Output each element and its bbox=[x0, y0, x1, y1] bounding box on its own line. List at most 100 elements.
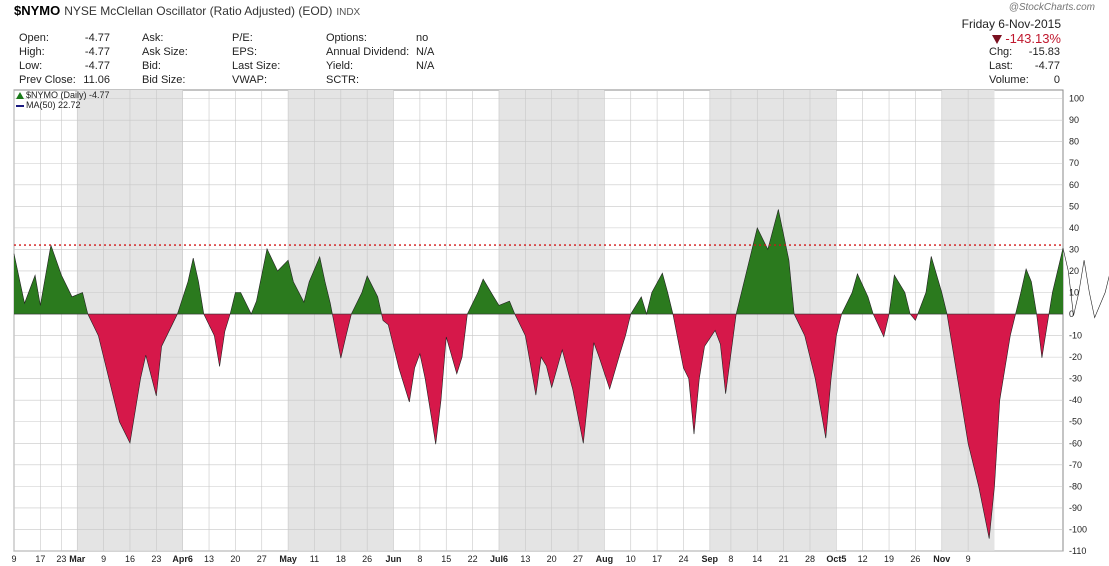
x-tick-label: 21 bbox=[779, 554, 789, 564]
dividend-value: N/A bbox=[416, 46, 435, 58]
prev-close-value: 11.06 bbox=[83, 74, 110, 86]
x-tick-label: Aug bbox=[596, 554, 614, 564]
y-tick-label: -60 bbox=[1069, 438, 1082, 448]
positive-area bbox=[14, 209, 1063, 315]
x-tick-label: Nov bbox=[933, 554, 950, 564]
chg-label: Chg: bbox=[989, 46, 1013, 58]
x-tick-label: 14 bbox=[752, 554, 762, 564]
x-tick-label: 17 bbox=[35, 554, 45, 564]
x-tick-label: Apr6 bbox=[172, 554, 193, 564]
quote-date: Friday 6-Nov-2015 bbox=[961, 17, 1061, 31]
symbol-label: $NYMO bbox=[14, 3, 61, 18]
down-arrow-icon bbox=[992, 35, 1003, 44]
y-tick-label: -80 bbox=[1069, 481, 1082, 491]
high-label: High: bbox=[19, 46, 45, 58]
sctr-label: SCTR: bbox=[326, 74, 359, 86]
legend-label-nymo: $NYMO (Daily) -4.77 bbox=[26, 90, 110, 100]
pe-label: P/E: bbox=[232, 32, 253, 44]
watermark: @StockCharts.com bbox=[1008, 2, 1095, 13]
volume-value: 0 bbox=[1053, 74, 1060, 86]
low-label: Low: bbox=[19, 60, 43, 72]
green-area-swatch-icon bbox=[16, 92, 24, 100]
exchange-label: INDX bbox=[336, 7, 361, 18]
x-tick-label: 13 bbox=[520, 554, 530, 564]
x-tick-label: 9 bbox=[11, 554, 16, 564]
x-tick-label: 26 bbox=[362, 554, 372, 564]
dividend-label: Annual Dividend: bbox=[326, 46, 410, 58]
month-shade bbox=[941, 90, 995, 551]
x-tick-label: 23 bbox=[151, 554, 161, 564]
low-value: -4.77 bbox=[84, 60, 110, 72]
line-swatch-icon bbox=[16, 104, 24, 107]
x-tick-label: 23 bbox=[56, 554, 66, 564]
y-tick-label: 90 bbox=[1069, 115, 1079, 125]
y-tick-label: 100 bbox=[1069, 94, 1084, 104]
y-tick-label: 30 bbox=[1069, 244, 1079, 254]
symbol-description: NYSE McClellan Oscillator (Ratio Adjuste… bbox=[64, 4, 333, 18]
y-tick-label: -100 bbox=[1069, 524, 1087, 534]
chg-value: -15.83 bbox=[1028, 46, 1060, 58]
volume-label: Volume: bbox=[989, 74, 1029, 86]
x-tick-label: 11 bbox=[310, 554, 319, 564]
high-value: -4.77 bbox=[84, 46, 110, 58]
x-tick-label: 8 bbox=[728, 554, 733, 564]
legend-label-ma: MA(50) 22.72 bbox=[26, 100, 81, 110]
y-tick-label: -50 bbox=[1069, 417, 1082, 427]
x-tick-label: 15 bbox=[441, 554, 451, 564]
yield-label: Yield: bbox=[326, 60, 354, 72]
y-tick-label: 80 bbox=[1069, 137, 1079, 147]
ask-label: Ask: bbox=[142, 32, 164, 44]
y-tick-label: 60 bbox=[1069, 180, 1079, 190]
x-tick-label: 24 bbox=[678, 554, 688, 564]
month-shade bbox=[288, 90, 394, 551]
y-tick-label: -30 bbox=[1069, 374, 1082, 384]
x-tick-label: Jul6 bbox=[490, 554, 508, 564]
x-tick-label: Mar bbox=[69, 554, 86, 564]
x-tick-label: 27 bbox=[573, 554, 583, 564]
x-tick-label: May bbox=[279, 554, 297, 564]
month-shade bbox=[77, 90, 183, 551]
y-tick-label: 10 bbox=[1069, 287, 1079, 297]
x-tick-label: 18 bbox=[336, 554, 346, 564]
open-value: -4.77 bbox=[84, 32, 110, 44]
last-size-label: Last Size: bbox=[232, 60, 281, 72]
month-shade bbox=[709, 90, 837, 551]
x-tick-label: 8 bbox=[417, 554, 422, 564]
x-tick-label: 17 bbox=[652, 554, 662, 564]
legend-item-ma: MA(50) 22.72 bbox=[16, 100, 110, 110]
x-tick-label: 10 bbox=[626, 554, 636, 564]
x-tick-label: 20 bbox=[547, 554, 557, 564]
y-tick-label: 20 bbox=[1069, 266, 1079, 276]
chart-title: $NYMO NYSE McClellan Oscillator (Ratio Ad… bbox=[14, 3, 360, 18]
y-tick-label: 50 bbox=[1069, 201, 1079, 211]
x-tick-label: 20 bbox=[230, 554, 240, 564]
x-tick-label: 12 bbox=[858, 554, 868, 564]
x-tick-label: Jun bbox=[386, 554, 402, 564]
y-tick-label: -90 bbox=[1069, 503, 1082, 513]
pct-change-value: -143.13% bbox=[1005, 31, 1061, 46]
y-tick-label: 40 bbox=[1069, 223, 1079, 233]
options-label: Options: bbox=[326, 32, 367, 44]
vwap-label: VWAP: bbox=[232, 74, 268, 86]
x-tick-label: Oct5 bbox=[826, 554, 846, 564]
yield-value: N/A bbox=[416, 60, 435, 72]
y-tick-label: -70 bbox=[1069, 460, 1082, 470]
nymo-line bbox=[13, 209, 1109, 539]
y-tick-label: -10 bbox=[1069, 331, 1082, 341]
ask-size-label: Ask Size: bbox=[142, 46, 188, 58]
x-tick-label: 19 bbox=[884, 554, 894, 564]
month-shade bbox=[498, 90, 605, 551]
x-tick-label: 16 bbox=[125, 554, 135, 564]
x-tick-label: 26 bbox=[910, 554, 920, 564]
last-label: Last: bbox=[989, 60, 1013, 72]
y-tick-label: -110 bbox=[1069, 546, 1086, 556]
x-tick-label: 13 bbox=[204, 554, 214, 564]
y-tick-label: -40 bbox=[1069, 395, 1082, 405]
eps-label: EPS: bbox=[232, 46, 258, 58]
prev-close-label: Prev Close: bbox=[19, 74, 76, 86]
last-value: -4.77 bbox=[1034, 60, 1060, 72]
y-tick-label: -20 bbox=[1069, 352, 1082, 362]
y-tick-label: 70 bbox=[1069, 158, 1079, 168]
chart-legend: $NYMO (Daily) -4.77 MA(50) 22.72 bbox=[16, 90, 110, 110]
